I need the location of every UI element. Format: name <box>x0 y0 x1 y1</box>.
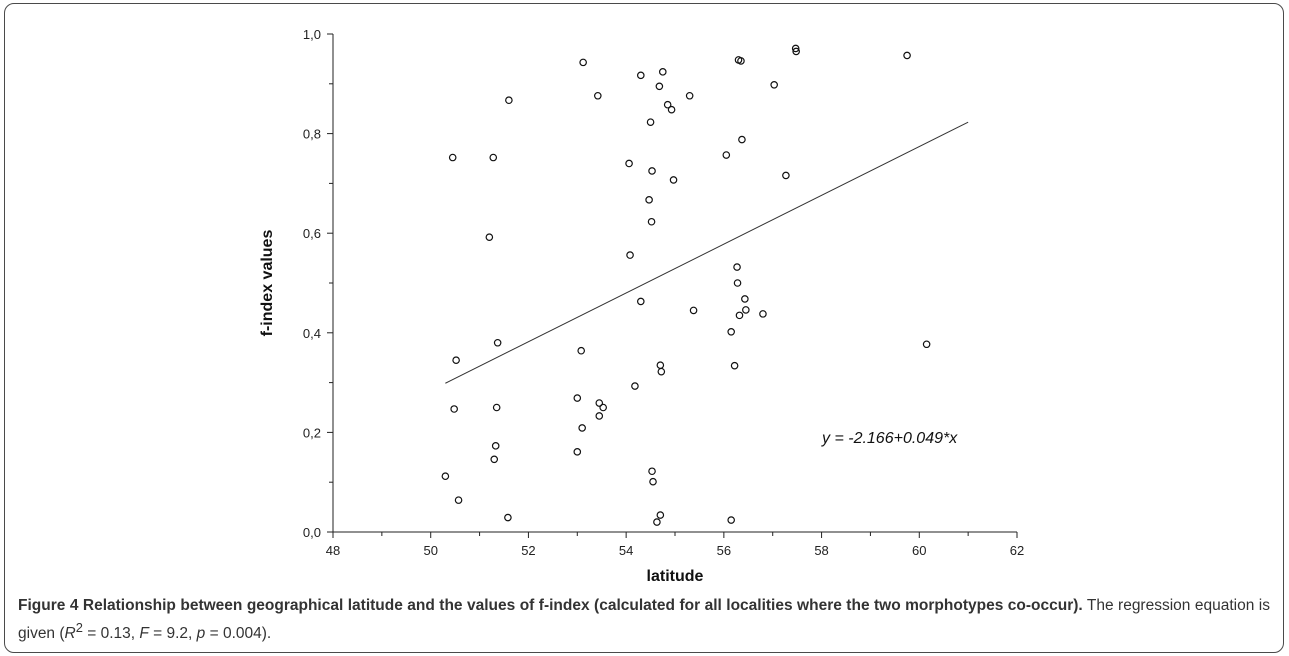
y-tick-label: 0,8 <box>303 127 321 142</box>
data-point <box>646 118 655 126</box>
data-point <box>685 91 694 100</box>
data-point <box>727 328 735 336</box>
data-point <box>653 518 661 526</box>
x-tick-label: 52 <box>521 543 535 558</box>
scatter-chart: 48 50 52 54 56 58 60 62 0,0 0,2 0,4 0,6 0,8 1,0 latit… <box>259 27 1024 585</box>
data-point <box>689 306 698 315</box>
data-point <box>922 340 931 349</box>
x-tick-label: 50 <box>423 543 437 558</box>
figure-label: Figure 4 <box>18 597 79 614</box>
r-value: = 0.13, <box>82 625 140 643</box>
data-point <box>505 96 513 105</box>
x-tick-label: 54 <box>619 543 633 558</box>
ticks: 48 50 52 54 56 58 60 62 0,0 0,2 0,4 0,6 0,8 1,0 <box>303 27 1024 558</box>
data-point <box>727 516 735 524</box>
y-tick-label: 0,2 <box>303 425 321 440</box>
data-point <box>573 394 582 402</box>
caption-text: The regression equation is given ( <box>18 597 1270 643</box>
figure-frame <box>4 3 1284 653</box>
data-point <box>741 295 749 303</box>
data-point <box>595 412 604 420</box>
data-point <box>730 361 739 370</box>
y-tick-label: 0,0 <box>303 525 321 540</box>
data-point <box>504 513 512 522</box>
data-point <box>648 167 656 175</box>
data-point <box>636 71 645 80</box>
data-point <box>493 338 502 347</box>
data-point <box>490 455 499 464</box>
f-value: = 9.2, <box>148 625 197 643</box>
data-point <box>656 361 665 369</box>
x-tick-label: 58 <box>814 543 828 558</box>
x-tick-label: 56 <box>717 543 731 558</box>
y-axis-title: f-index values <box>259 230 276 337</box>
data-point <box>491 442 500 450</box>
data-point <box>791 44 800 53</box>
data-point <box>573 448 582 456</box>
x-axis-title: latitude <box>647 568 704 585</box>
data-point <box>579 58 587 67</box>
data-points <box>441 44 931 526</box>
data-point <box>742 306 750 314</box>
data-point <box>648 467 656 476</box>
data-point <box>722 151 731 159</box>
data-point <box>667 105 676 114</box>
data-point <box>626 251 634 259</box>
data-point <box>658 68 667 76</box>
x-tick-label: 62 <box>1010 543 1024 558</box>
y-tick-label: 0,4 <box>303 326 321 341</box>
data-point <box>485 233 494 241</box>
y-tick-label: 1,0 <box>303 27 321 42</box>
data-point <box>647 217 656 226</box>
data-point <box>441 472 450 481</box>
figure-caption: Figure 4 Relationship between geographic… <box>18 595 1270 645</box>
data-point <box>649 477 657 486</box>
x-tick-label: 60 <box>912 543 926 558</box>
data-point <box>792 47 800 56</box>
data-point <box>782 171 790 180</box>
data-point <box>759 310 767 318</box>
data-point <box>599 403 607 412</box>
data-point <box>645 196 653 204</box>
data-point <box>669 176 678 184</box>
regression-line <box>445 121 969 384</box>
data-point <box>663 100 672 109</box>
data-point <box>737 57 745 65</box>
x-tick-label: 48 <box>326 543 340 558</box>
data-point <box>595 399 604 407</box>
data-point <box>625 159 633 168</box>
data-point <box>492 403 501 412</box>
data-point <box>903 51 911 60</box>
p-value: = 0.004). <box>205 625 272 643</box>
data-point <box>656 511 665 519</box>
data-point <box>454 496 463 504</box>
data-point <box>594 91 602 100</box>
data-point <box>448 153 457 162</box>
data-point <box>735 311 744 320</box>
data-point <box>770 80 778 89</box>
y-tick-label: 0,6 <box>303 226 321 241</box>
regression-equation: y = -2.166+0.049*x <box>821 430 958 447</box>
data-point <box>489 153 498 162</box>
data-point <box>578 424 586 432</box>
data-point <box>452 356 460 364</box>
data-point <box>631 382 639 390</box>
data-point <box>733 279 742 287</box>
data-point <box>655 82 664 91</box>
data-point <box>450 405 458 413</box>
data-point <box>636 297 645 306</box>
p-symbol: p <box>196 625 206 643</box>
data-point <box>738 135 746 144</box>
f-symbol: F <box>139 625 149 643</box>
r-exponent: 2 <box>75 620 83 635</box>
data-point <box>733 263 741 271</box>
data-point <box>657 367 666 376</box>
data-point <box>577 346 585 355</box>
regression-line-group <box>445 121 969 384</box>
r-symbol: R <box>64 625 76 643</box>
figure-title: Relationship between geographical latitu… <box>82 597 1083 614</box>
